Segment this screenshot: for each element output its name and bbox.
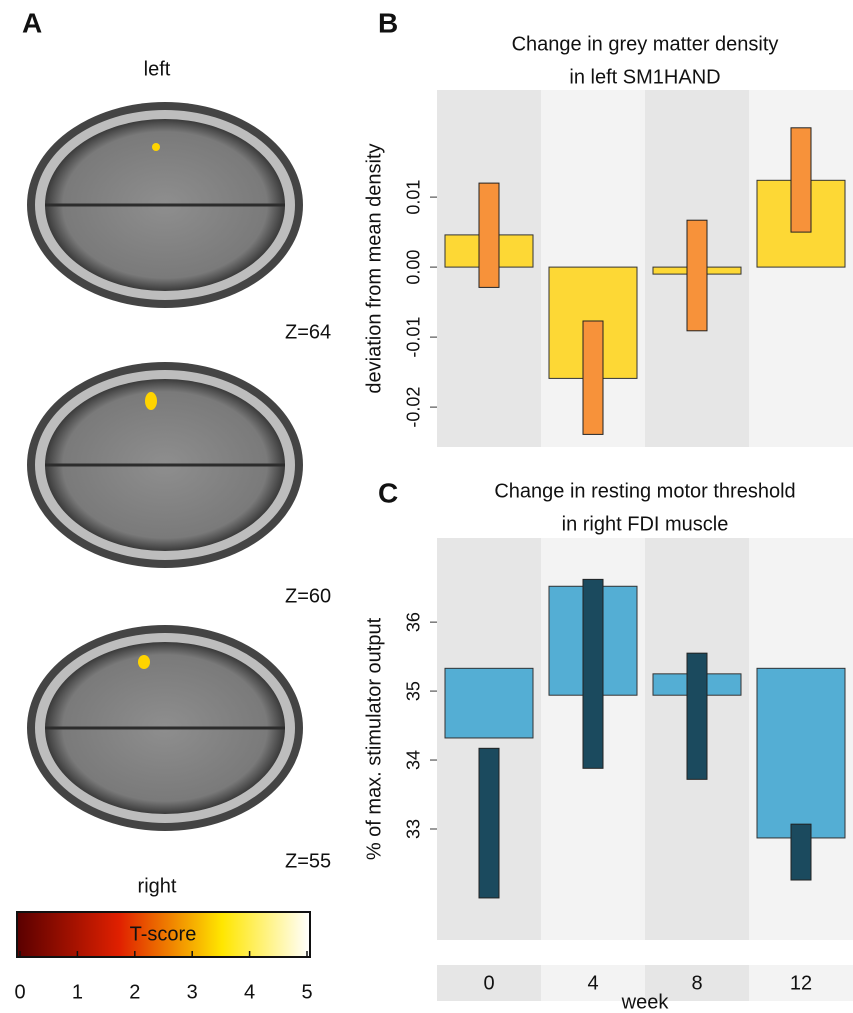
colorbar-tick-label: 4 [244, 981, 255, 1003]
chart-title: Change in resting motor threshold [494, 480, 795, 502]
range-bar [583, 579, 603, 768]
bottom-label: right [138, 875, 177, 897]
activation [152, 143, 160, 151]
slice-label: Z=60 [285, 585, 331, 607]
brain-slice [27, 102, 303, 308]
y-tick-label: 34 [404, 750, 424, 770]
panel-label: A [22, 7, 42, 38]
top-label: left [144, 58, 171, 80]
range-bar [583, 321, 603, 434]
y-tick-label: 33 [404, 819, 424, 839]
colorbar-label: T-score [130, 923, 197, 945]
colorbar-ticks: 0 1 2 3 4 5 [14, 951, 312, 1003]
x-axis-label: week [621, 991, 670, 1013]
panel-label: B [378, 7, 398, 38]
range-bar [479, 183, 499, 287]
chart-title: in left SM1HAND [569, 66, 720, 88]
chart-title: Change in grey matter density [512, 33, 779, 55]
panel-a: A left Z=64 Z=60 Z=55 right T-score [14, 7, 331, 1003]
y-tick-label: -0.01 [404, 317, 424, 358]
y-tick-label: -0.02 [404, 387, 424, 428]
chart-title: in right FDI muscle [562, 513, 729, 535]
range-bar [791, 824, 811, 880]
x-tick-label: 12 [790, 972, 812, 994]
colorbar-tick-label: 3 [187, 981, 198, 1003]
brain-slice [27, 625, 303, 831]
range-bar [687, 220, 707, 331]
colorbar-tick-label: 0 [14, 981, 25, 1003]
y-tick-label: 0.01 [404, 180, 424, 215]
slice-label: Z=64 [285, 321, 331, 343]
range-bar [687, 653, 707, 779]
x-tick-label: 4 [587, 972, 598, 994]
x-tick-label: 8 [691, 972, 702, 994]
y-tick-label: 0.00 [404, 250, 424, 285]
bar [757, 668, 845, 838]
range-bar [791, 128, 811, 232]
y-tick-label: 35 [404, 681, 424, 701]
slice-label: Z=55 [285, 850, 331, 872]
colorbar-tick-label: 5 [301, 981, 312, 1003]
y-axis-label: deviation from mean density [363, 143, 385, 393]
colorbar-tick-label: 2 [129, 981, 140, 1003]
figure: A left Z=64 Z=60 Z=55 right T-score [0, 0, 853, 1013]
panel-label: C [378, 477, 398, 508]
x-tick-label: 0 [483, 972, 494, 994]
activation [138, 655, 150, 669]
activation [145, 392, 157, 410]
y-axis-label: % of max. stimulator output [363, 617, 385, 860]
bar [445, 668, 533, 738]
brain-slice [27, 362, 303, 568]
colorbar-tick-label: 1 [72, 981, 83, 1003]
range-bar [479, 748, 499, 898]
panels-b-c: B Change in grey matter density in left SM… [363, 7, 853, 1013]
y-tick-label: 36 [404, 612, 424, 632]
